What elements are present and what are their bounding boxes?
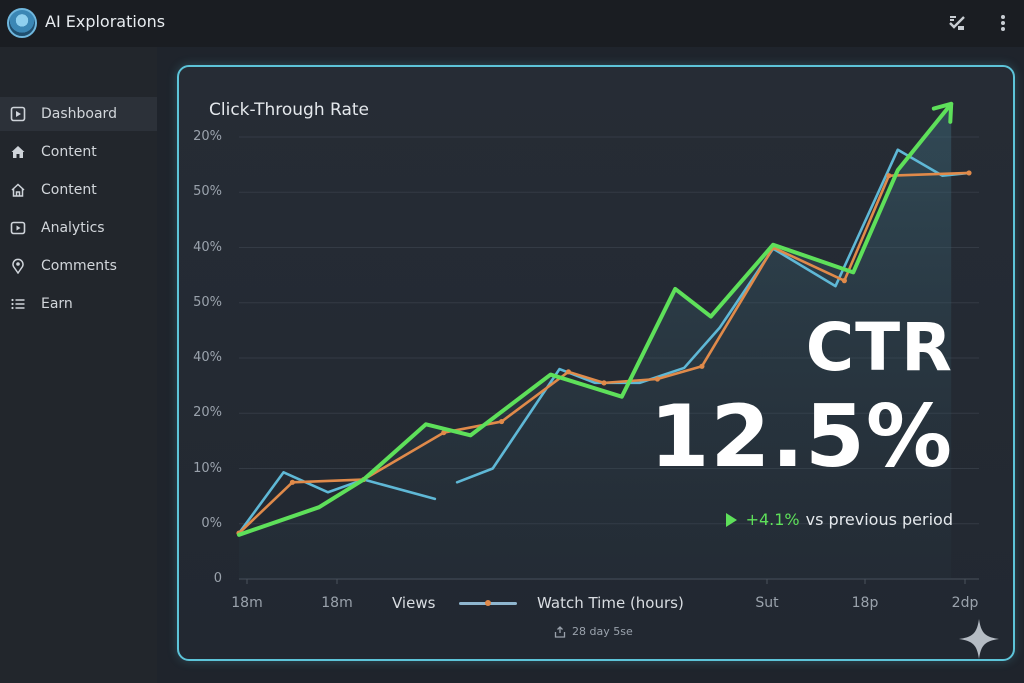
data-point bbox=[565, 369, 571, 375]
data-point bbox=[966, 170, 972, 176]
sidebar-item-label: Analytics bbox=[41, 220, 105, 236]
delta-text: vs previous period bbox=[805, 510, 953, 529]
x-tick-label: Sut bbox=[755, 595, 779, 611]
y-tick-label: 50% bbox=[193, 184, 222, 200]
series-line-ctr bbox=[237, 101, 954, 537]
y-tick-label: 20% bbox=[193, 405, 222, 421]
sidebar-item-content[interactable]: Content bbox=[0, 135, 157, 169]
y-tick-label: 20% bbox=[193, 129, 222, 144]
line-chart bbox=[236, 101, 979, 584]
x-tick-label: 18p bbox=[851, 595, 879, 611]
y-tick-label: 50% bbox=[193, 294, 222, 310]
check-badge-icon[interactable] bbox=[946, 12, 968, 34]
data-point bbox=[601, 380, 607, 386]
series-line-views bbox=[237, 471, 437, 535]
y-tick-label: 0 bbox=[213, 571, 222, 586]
data-point bbox=[654, 376, 661, 382]
sidebar: Dashboard Content Content Analytics Comm… bbox=[0, 47, 157, 683]
y-tick-label: 10% bbox=[193, 460, 222, 476]
data-point bbox=[289, 479, 296, 485]
legend-views: Views bbox=[392, 594, 436, 612]
more-vertical-icon[interactable] bbox=[992, 12, 1014, 34]
period-selector[interactable]: 28 day 5se bbox=[554, 625, 633, 638]
y-tick-label: 40% bbox=[193, 239, 222, 255]
sidebar-item-earn[interactable]: Earn bbox=[0, 287, 157, 321]
home-outline-icon bbox=[10, 182, 26, 198]
play-square-icon bbox=[10, 220, 26, 236]
x-tick-label: 2dp bbox=[951, 595, 979, 611]
period-label: 28 day 5se bbox=[572, 625, 633, 638]
chart-title: Click-Through Rate bbox=[209, 100, 369, 120]
sidebar-item-content-2[interactable]: Content bbox=[0, 173, 157, 207]
x-tick-label: 18m bbox=[321, 595, 353, 611]
data-point bbox=[499, 418, 505, 425]
home-icon bbox=[10, 144, 26, 160]
sidebar-item-analytics[interactable]: Analytics bbox=[0, 211, 157, 245]
x-tick-label: 18m bbox=[231, 595, 263, 611]
sidebar-item-label: Earn bbox=[41, 296, 73, 312]
ctr-area bbox=[239, 103, 952, 579]
play-square-icon bbox=[10, 106, 26, 122]
sidebar-item-label: Content bbox=[41, 144, 97, 160]
data-point bbox=[441, 429, 447, 436]
delta-row: +4.1% vs previous period bbox=[725, 510, 953, 529]
trend-arrow-head bbox=[931, 101, 954, 124]
app-title: AI Explorations bbox=[45, 12, 166, 31]
triangle-up-icon bbox=[725, 512, 737, 527]
delta-value: +4.1% bbox=[745, 510, 800, 529]
data-point bbox=[841, 278, 847, 284]
top-bar: AI Explorations bbox=[0, 0, 1024, 47]
main-area: Click-Through Rate 0 0% 10% 20% 40% 50% 40% 50%… bbox=[157, 47, 1024, 683]
list-icon bbox=[10, 296, 26, 312]
location-pin-icon bbox=[10, 258, 26, 274]
avatar[interactable] bbox=[7, 8, 37, 38]
data-point bbox=[886, 173, 892, 179]
sidebar-item-label: Content bbox=[41, 182, 97, 198]
legend-watch-time: Watch Time (hours) bbox=[537, 594, 684, 612]
kpi-label: CTR bbox=[805, 309, 953, 386]
sidebar-item-dashboard[interactable]: Dashboard bbox=[0, 97, 157, 131]
y-tick-label: 0% bbox=[201, 515, 222, 531]
y-tick-label: 40% bbox=[193, 350, 222, 365]
kpi-value: 12.5% bbox=[649, 387, 953, 487]
share-icon bbox=[554, 625, 566, 638]
sparkle-icon bbox=[959, 619, 999, 659]
ctr-chart-card: Click-Through Rate 0 0% 10% 20% 40% 50% 40% 50%… bbox=[177, 65, 1015, 661]
sidebar-item-label: Dashboard bbox=[41, 106, 117, 122]
sidebar-item-label: Comments bbox=[41, 258, 117, 274]
data-point bbox=[699, 363, 705, 369]
legend-watch-time-swatch bbox=[485, 600, 491, 606]
sidebar-item-comments[interactable]: Comments bbox=[0, 249, 157, 283]
